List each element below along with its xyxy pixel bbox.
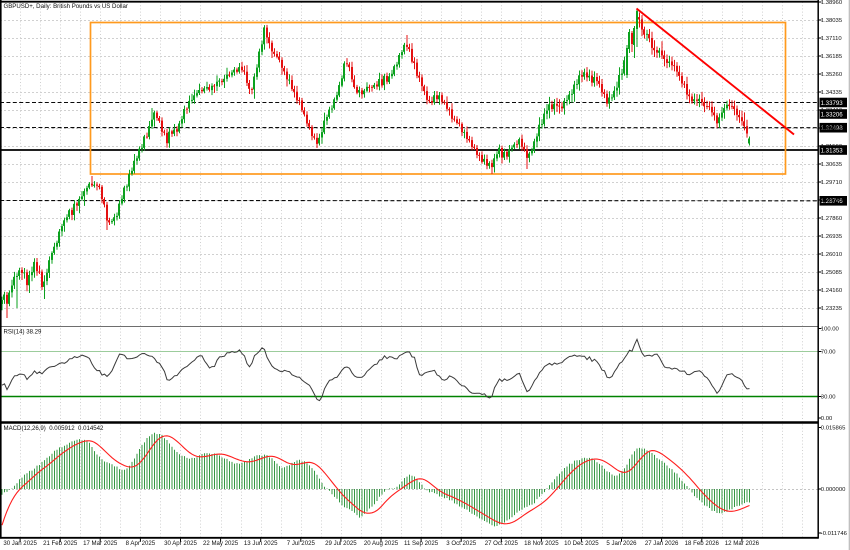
svg-text:13 Jun 2025: 13 Jun 2025 (244, 540, 278, 547)
svg-text:7 Jul 2025: 7 Jul 2025 (287, 540, 316, 547)
svg-text:1.38035: 1.38035 (821, 18, 843, 24)
svg-text:1.32498: 1.32498 (821, 125, 844, 132)
svg-text:17 Mar 2025: 17 Mar 2025 (83, 540, 118, 547)
svg-text:-0.011746: -0.011746 (821, 531, 848, 537)
svg-text:18 Feb 2026: 18 Feb 2026 (685, 540, 720, 547)
svg-text:1.31560: 1.31560 (821, 144, 843, 150)
svg-text:GBPUSD+, Daily: British Pounds: GBPUSD+, Daily: British Pounds vs US Dol… (4, 3, 128, 10)
svg-text:0.015865: 0.015865 (821, 426, 846, 432)
svg-text:21 Feb 2025: 21 Feb 2025 (43, 540, 78, 547)
svg-text:1.23235: 1.23235 (821, 306, 843, 312)
svg-text:70.00: 70.00 (821, 350, 836, 356)
svg-text:1.32485: 1.32485 (821, 126, 843, 132)
svg-text:1.35260: 1.35260 (821, 72, 843, 78)
svg-text:8 Apr 2025: 8 Apr 2025 (126, 540, 156, 547)
svg-text:1.26935: 1.26935 (821, 234, 843, 240)
svg-text:1.38960: 1.38960 (821, 0, 843, 6)
svg-text:0.000000: 0.000000 (821, 487, 846, 493)
svg-text:22 May 2025: 22 May 2025 (203, 540, 239, 547)
svg-text:30 Jan 2025: 30 Jan 2025 (3, 540, 37, 547)
svg-text:100.00: 100.00 (821, 327, 840, 333)
svg-text:1.33206: 1.33206 (821, 111, 844, 118)
svg-text:1.28785: 1.28785 (821, 198, 843, 204)
svg-text:18 Nov 2025: 18 Nov 2025 (524, 540, 559, 547)
svg-text:0.00: 0.00 (821, 416, 833, 422)
svg-text:12 Mar 2026: 12 Mar 2026 (725, 540, 760, 547)
svg-text:1.36185: 1.36185 (821, 54, 843, 60)
svg-text:10 Dec 2025: 10 Dec 2025 (564, 540, 599, 547)
svg-text:1.31353: 1.31353 (821, 147, 844, 154)
svg-text:27 Oct 2025: 27 Oct 2025 (485, 540, 519, 547)
svg-text:27 Jan 2026: 27 Jan 2026 (645, 540, 679, 547)
svg-text:1.28746: 1.28746 (821, 198, 844, 205)
svg-text:30.00: 30.00 (821, 395, 836, 401)
svg-text:1.24160: 1.24160 (821, 288, 843, 294)
svg-text:20 Aug 2025: 20 Aug 2025 (364, 540, 399, 547)
svg-text:1.34335: 1.34335 (821, 90, 843, 96)
svg-text:1.30635: 1.30635 (821, 162, 843, 168)
svg-text:1.37110: 1.37110 (821, 36, 843, 42)
svg-text:RSI(14) 38.29: RSI(14) 38.29 (4, 329, 43, 336)
svg-text:1.25085: 1.25085 (821, 270, 843, 276)
svg-text:1.27860: 1.27860 (821, 216, 843, 222)
svg-text:5 Jan 2026: 5 Jan 2026 (606, 540, 637, 547)
svg-text:1.29710: 1.29710 (821, 180, 843, 186)
svg-text:30 Apr 2025: 30 Apr 2025 (164, 540, 197, 547)
svg-text:11 Sep 2025: 11 Sep 2025 (404, 540, 439, 547)
svg-text:1.26010: 1.26010 (821, 252, 843, 258)
svg-text:1.33793: 1.33793 (821, 100, 844, 107)
svg-text:1.33410: 1.33410 (821, 108, 843, 114)
svg-text:3 Oct 2025: 3 Oct 2025 (446, 540, 476, 547)
svg-text:29 Jul 2025: 29 Jul 2025 (325, 540, 357, 547)
svg-text:MACD(12,26,9) 0.005912 0.014: MACD(12,26,9) 0.005912 0.014542 (4, 425, 105, 432)
